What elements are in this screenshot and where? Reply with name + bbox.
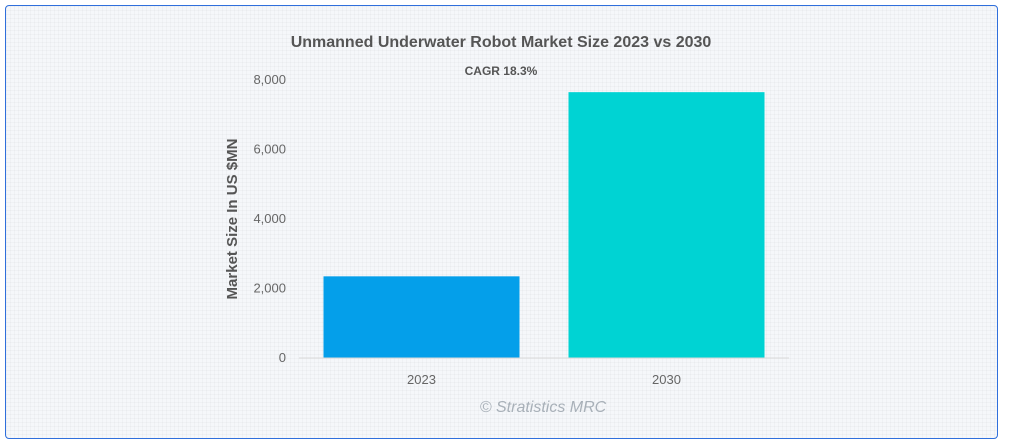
x-axis: 2023 2030 [407,372,681,387]
y-tick-label: 6,000 [253,142,286,157]
chart-title: Unmanned Underwater Robot Market Size 20… [291,34,712,51]
y-axis: 0 2,000 4,000 6,000 8,000 [253,72,286,365]
watermark: © Stratistics MRC [480,399,607,416]
y-axis-label: Market Size In US $MN [224,139,241,300]
chart-subtitle: CAGR 18.3% [465,64,538,78]
y-tick-label: 8,000 [253,72,286,87]
bar-2023 [323,276,520,358]
y-tick-label: 0 [279,350,286,365]
bars [323,92,765,358]
y-tick-label: 4,000 [253,211,286,226]
bar-2030 [568,92,765,358]
x-tick-label: 2023 [407,372,436,387]
chart-frame [5,5,998,439]
x-tick-label: 2030 [652,372,681,387]
y-tick-label: 2,000 [253,281,286,296]
